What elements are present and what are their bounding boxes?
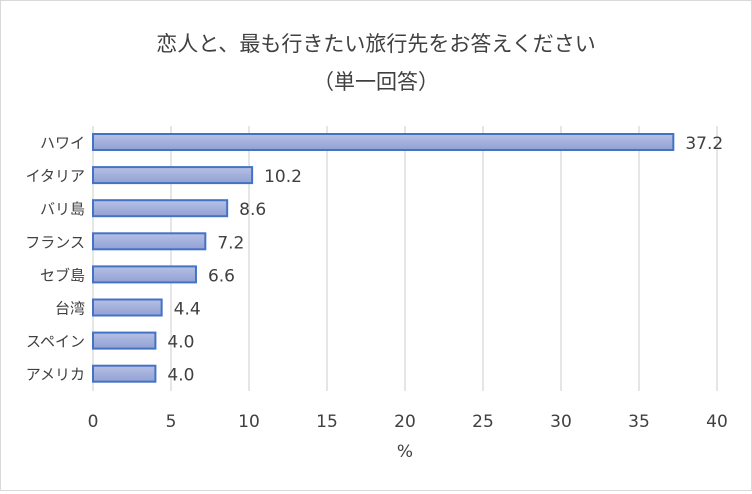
- category-label: アメリカ: [26, 366, 85, 384]
- chart-subtitle: （単一回答）: [313, 70, 439, 94]
- data-label: 4.0: [167, 366, 194, 386]
- bar: [92, 232, 207, 251]
- bar: [92, 133, 675, 151]
- data-label: 4.4: [174, 300, 201, 320]
- data-label: 6.6: [208, 266, 235, 286]
- bar: [92, 265, 197, 284]
- x-tick-label: 30: [550, 412, 572, 432]
- bar: [92, 199, 229, 218]
- data-label: 10.2: [264, 167, 302, 187]
- category-label: イタリア: [26, 167, 85, 185]
- chart-title: 恋人と、最も行きたい旅行先をお答えください: [156, 32, 596, 56]
- category-label: フランス: [25, 233, 85, 251]
- bar: [92, 364, 157, 383]
- category-label: ハワイ: [40, 134, 85, 152]
- category-label: 台湾: [55, 300, 85, 318]
- x-tick-label: 20: [394, 412, 416, 432]
- bar: [92, 298, 163, 317]
- x-tick-label: 15: [316, 412, 338, 432]
- data-label: 8.6: [239, 200, 266, 220]
- x-tick-label: 40: [706, 412, 728, 432]
- bar: [92, 166, 254, 185]
- category-label: バリ島: [40, 200, 85, 218]
- x-tick-label: 0: [88, 412, 99, 432]
- x-tick-label: 10: [238, 412, 260, 432]
- x-tick-label: 5: [166, 412, 177, 432]
- bar: [92, 331, 157, 350]
- data-label: 4.0: [167, 333, 194, 353]
- category-label: セブ島: [40, 266, 85, 284]
- category-label: スペイン: [26, 333, 85, 351]
- data-label: 7.2: [217, 233, 244, 253]
- x-tick-label: 25: [472, 412, 494, 432]
- data-label: 37.2: [685, 134, 723, 154]
- x-tick-label: 35: [628, 412, 650, 432]
- x-axis-label: %: [397, 442, 413, 462]
